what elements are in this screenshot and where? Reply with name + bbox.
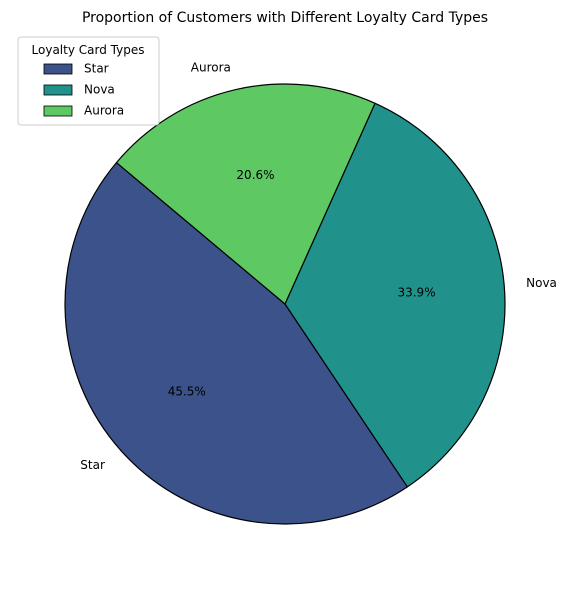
slice-percent-nova: 33.9% — [397, 285, 435, 299]
legend-label-aurora: Aurora — [84, 104, 124, 118]
slice-percent-aurora: 20.6% — [236, 168, 274, 182]
legend-title: Loyalty Card Types — [32, 43, 145, 57]
slice-label-star: Star — [80, 458, 105, 472]
legend-label-star: Star — [84, 62, 109, 76]
slice-label-nova: Nova — [526, 276, 557, 290]
slice-percent-star: 45.5% — [168, 385, 206, 399]
legend-label-nova: Nova — [84, 83, 115, 97]
legend-swatch-star — [44, 64, 72, 74]
pie-slices — [65, 84, 505, 524]
slice-label-aurora: Aurora — [191, 61, 231, 75]
legend: Loyalty Card Types Star Nova Aurora — [18, 37, 159, 125]
legend-swatch-aurora — [44, 106, 72, 116]
legend-swatch-nova — [44, 85, 72, 95]
chart-title: Proportion of Customers with Different L… — [82, 10, 488, 26]
